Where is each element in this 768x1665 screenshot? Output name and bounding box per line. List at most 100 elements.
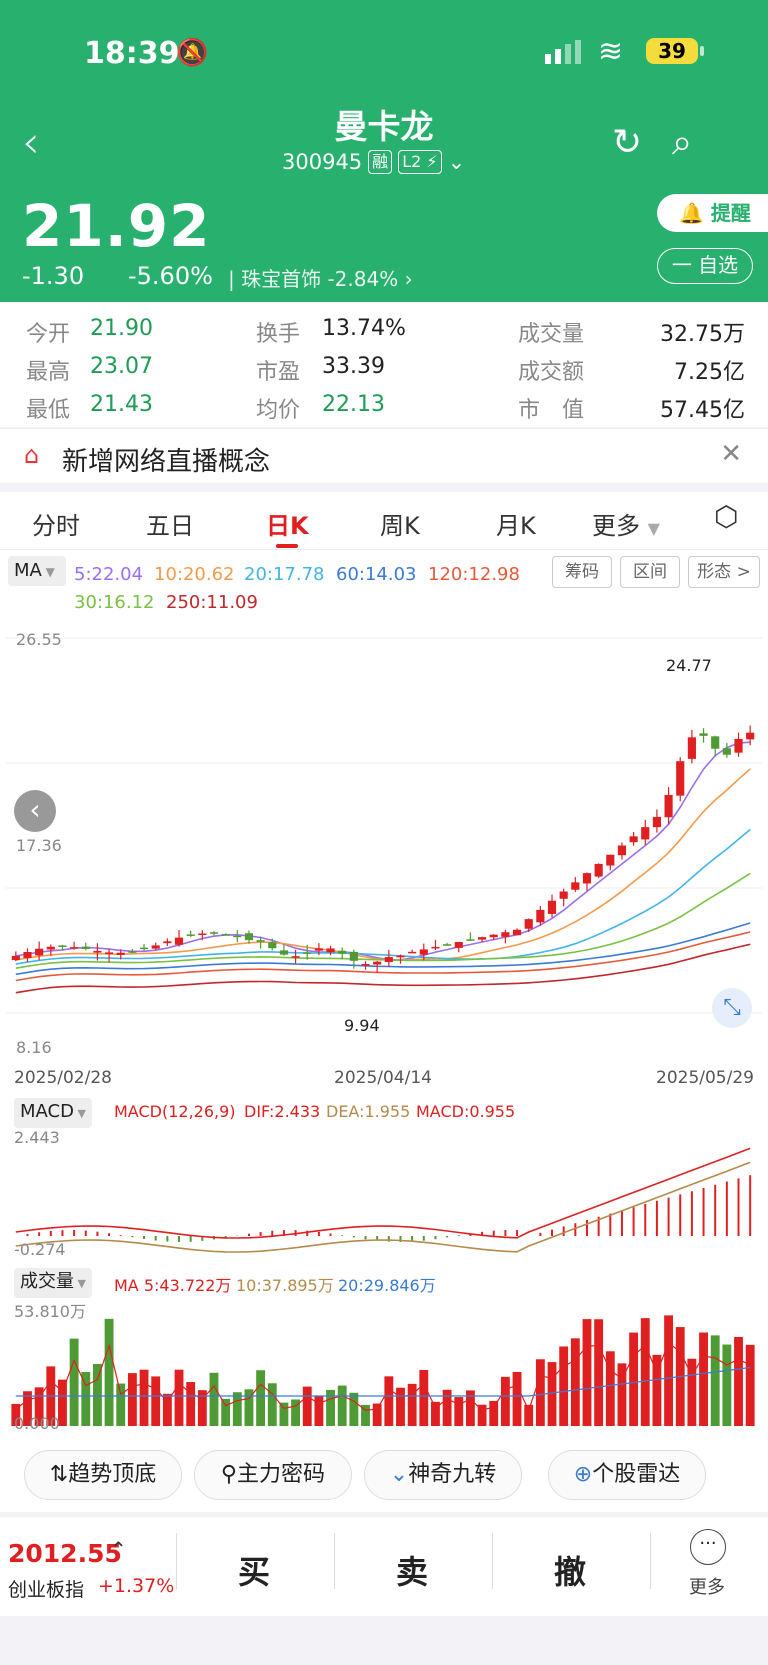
chips-button[interactable]: 筹码 [552, 556, 612, 588]
ma-line [15, 828, 751, 965]
date-mid: 2025/04/14 [334, 1068, 432, 1088]
candle-body [221, 934, 230, 936]
buy-button[interactable]: 买 [238, 1553, 271, 1591]
candle-body [396, 955, 405, 958]
dropdown-icon: ▼ [647, 519, 660, 538]
macd-dea: DEA:1.955 [326, 1102, 411, 1121]
low-marker-label: 9.94 [344, 1016, 380, 1035]
candle-body [687, 737, 696, 759]
add-favorite-button[interactable]: 一 自选 [657, 248, 753, 284]
candle-body [384, 957, 393, 963]
candle-body [559, 891, 568, 899]
search-icon[interactable]: ⌕ [672, 122, 693, 163]
ma-line [15, 931, 751, 982]
scroll-left-icon[interactable]: ‹ [14, 790, 56, 832]
stock-radar-button[interactable]: ⊕个股雷达 [548, 1450, 706, 1500]
pe-value: 33.39 [322, 354, 385, 379]
main-force-button[interactable]: ⚲主力密码 [194, 1450, 352, 1500]
margin-tag: 融 [368, 150, 393, 174]
settings-icon[interactable]: ⬡ [714, 500, 739, 533]
chevron-up-icon: ⌃ [110, 1537, 127, 1561]
volume-bar [454, 1397, 464, 1426]
volume-bar [104, 1318, 114, 1426]
more-icon[interactable]: ··· [690, 1529, 726, 1565]
cancel-button[interactable]: 撤 [554, 1553, 587, 1591]
sell-button[interactable]: 卖 [396, 1553, 429, 1591]
candle-body [151, 945, 160, 949]
candle-body [547, 900, 557, 914]
trend-top-bottom-button[interactable]: ⇅趋势顶底 [24, 1450, 182, 1500]
volume-bar [710, 1335, 720, 1426]
stock-name: 曼卡龙 [334, 107, 434, 146]
pattern-button[interactable]: 形态 > [688, 556, 760, 588]
volume-bar [244, 1389, 254, 1426]
tab-daily-k[interactable]: 日K [266, 512, 309, 540]
turnover-label: 换手 [256, 322, 301, 347]
macd-selector[interactable]: MACD ▼ [14, 1098, 92, 1128]
indicator-tools: ⇅趋势顶底 ⚲主力密码 ⌄神奇九转 ⊕个股雷达 [0, 1450, 768, 1510]
tab-more[interactable]: 更多 ▼ [592, 506, 660, 541]
bell-mute-icon: 🔕 [176, 38, 209, 68]
volume-series [11, 1315, 755, 1426]
avg-value: 22.13 [322, 392, 385, 417]
volume-bar [687, 1358, 697, 1426]
back-icon[interactable]: ‹ [22, 117, 40, 168]
tab-weekly-k[interactable]: 周K [380, 512, 420, 540]
battery-tip [700, 46, 704, 56]
volume-ma10: 10:37.895万 [236, 1276, 334, 1295]
volume-bar [291, 1399, 301, 1426]
volume-bar [652, 1354, 662, 1426]
refresh-icon[interactable]: ↻ [612, 122, 643, 163]
volume-selector[interactable]: 成交量 ▼ [14, 1268, 92, 1298]
volume-bar [221, 1398, 231, 1426]
magic-nine-button[interactable]: ⌄神奇九转 [364, 1450, 522, 1500]
volume-bar [232, 1392, 242, 1426]
tab-monthly-k[interactable]: 月K [496, 512, 536, 540]
candle-body [443, 944, 452, 946]
index-pct: +1.37% [98, 1575, 175, 1597]
candle-body [652, 816, 662, 828]
close-icon[interactable]: ✕ [720, 439, 742, 469]
ma250-value: 250:11.09 [166, 592, 258, 613]
axis-min-label: 8.16 [16, 1038, 52, 1057]
concept-notice[interactable]: ⌂ 新增网络直播概念 ✕ [0, 428, 768, 484]
stats-panel: 今开 21.90 最高 23.07 最低 21.43 换手 13.74% 市盈 … [0, 302, 768, 427]
candle-body [139, 947, 149, 950]
volume-bar [34, 1387, 44, 1426]
kline-candles [11, 725, 755, 973]
candle-body [35, 948, 44, 956]
volume-bar [419, 1369, 429, 1426]
sector-link[interactable]: | 珠宝首饰 -2.84% › [228, 267, 413, 291]
kline-chart[interactable] [0, 626, 768, 1026]
tool-label: 主力密码 [237, 1462, 326, 1487]
candle-body [361, 964, 370, 966]
candle-body [338, 950, 347, 954]
kline-grid [6, 637, 762, 1014]
ma30-value: 30:16.12 [74, 592, 155, 613]
volume-bar [69, 1338, 79, 1426]
fullscreen-icon[interactable]: ⤡ [712, 988, 752, 1028]
stock-subtitle[interactable]: 300945 融 L2 ⚡ ⌄ [282, 150, 465, 174]
candle-body [746, 732, 755, 740]
tab-five-day[interactable]: 五日 [146, 512, 194, 540]
dropdown-icon: ▼ [73, 1107, 86, 1120]
ma-selector[interactable]: MA ▼ [8, 556, 66, 586]
low-value: 21.43 [90, 392, 153, 417]
date-start: 2025/02/28 [14, 1068, 112, 1088]
candle-body [477, 937, 487, 940]
radar-icon: ⊕ [573, 1462, 593, 1487]
alert-button[interactable]: 🔔 提醒 [657, 194, 768, 232]
volume-bar [407, 1383, 417, 1426]
nine-turn-icon: ⌄ [389, 1462, 409, 1487]
more-label[interactable]: 更多 [689, 1577, 725, 1598]
candle-body [501, 932, 510, 937]
volume-bar [58, 1379, 67, 1426]
macd-dif: DIF:2.433 [244, 1102, 321, 1121]
open-value: 21.90 [90, 316, 153, 341]
range-button[interactable]: 区间 [620, 556, 680, 588]
volume-ma5-line [15, 1342, 751, 1412]
tab-intraday[interactable]: 分时 [32, 512, 80, 540]
index-name: 创业板指 [8, 1579, 85, 1601]
divider [650, 1533, 651, 1589]
macd-selector-label: MACD [20, 1101, 74, 1122]
